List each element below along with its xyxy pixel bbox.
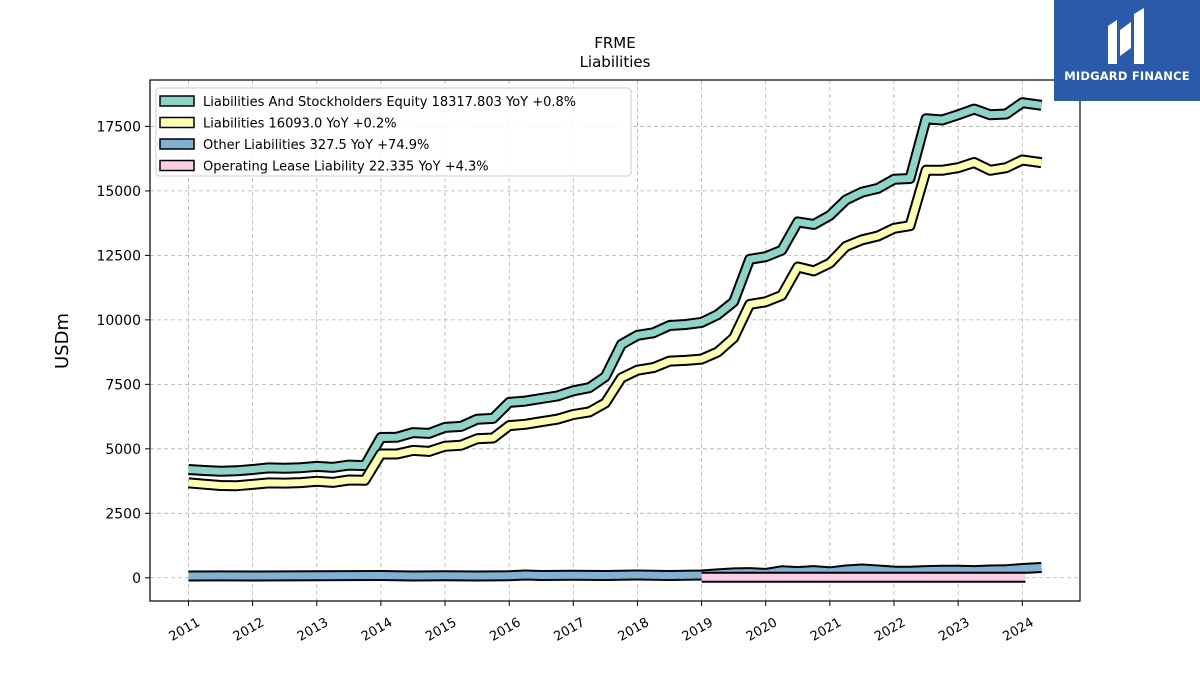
x-tick-label: 2020	[744, 615, 780, 645]
x-tick-label: 2021	[808, 615, 844, 645]
legend-swatch	[159, 116, 195, 129]
series-0	[188, 97, 1043, 477]
legend-item: Liabilities 16093.0 YoY +0.2%	[159, 116, 397, 132]
legend-label: Operating Lease Liability 22.335 YoY +4.…	[203, 160, 489, 175]
legend-label: Liabilities 16093.0 YoY +0.2%	[203, 117, 397, 132]
plot-frame	[149, 79, 1081, 602]
x-tick-label: 2014	[359, 615, 395, 645]
legend-item: Other Liabilities 327.5 YoY +74.9%	[159, 138, 429, 153]
y-tick-label: 17500	[96, 119, 141, 135]
y-axis-label: USDm	[52, 313, 73, 369]
x-tick-label: 2018	[616, 615, 652, 645]
series-line	[188, 99, 1042, 475]
legend-item: Liabilities And Stockholders Equity 1831…	[159, 95, 576, 110]
x-tick-label: 2012	[231, 615, 267, 645]
x-tick-label: 2011	[167, 615, 203, 645]
series-line	[188, 156, 1042, 490]
brand-name: MIDGARD FINANCE	[1064, 69, 1190, 83]
legend-box	[155, 87, 632, 177]
legend-swatch	[159, 95, 195, 107]
y-axis: 0 2500 5000 7500 10000 12500 15000 17500	[96, 119, 150, 587]
brand-logo: MIDGARD FINANCE	[1054, 0, 1200, 101]
y-tick-label: 2500	[105, 506, 141, 522]
legend: Liabilities And Stockholders Equity 1831…	[155, 87, 632, 177]
x-axis: 2011 2012 2013 2014 2015 2016 2017 2018 2019 2020…	[167, 601, 1037, 645]
chart-subtitle: Liabilities	[580, 53, 651, 71]
x-tick-label: 2016	[487, 615, 523, 645]
legend-item: Operating Lease Liability 22.335 YoY +4.…	[159, 159, 489, 175]
y-tick-label: 10000	[96, 313, 141, 329]
y-tick-label: 0	[132, 571, 141, 587]
legend-label: Other Liabilities 327.5 YoY +74.9%	[203, 138, 429, 153]
y-tick-label: 15000	[96, 184, 141, 200]
logo-mark-icon	[1108, 8, 1144, 64]
y-tick-label: 7500	[105, 377, 141, 393]
chart-title: FRME	[594, 34, 635, 52]
x-tick-label: 2024	[1000, 615, 1036, 645]
x-tick-label: 2015	[423, 615, 459, 645]
series-lines	[188, 97, 1043, 583]
x-tick-label: 2013	[295, 615, 331, 645]
y-tick-label: 5000	[105, 442, 141, 458]
x-tick-label: 2023	[936, 615, 972, 645]
legend-label: Liabilities And Stockholders Equity 1831…	[203, 95, 576, 110]
series-1	[188, 154, 1043, 492]
x-tick-label: 2017	[551, 615, 587, 645]
x-tick-label: 2022	[872, 615, 908, 645]
x-tick-label: 2019	[680, 615, 716, 645]
legend-swatch	[159, 159, 195, 172]
y-tick-label: 12500	[96, 248, 141, 264]
legend-swatch	[159, 138, 195, 150]
